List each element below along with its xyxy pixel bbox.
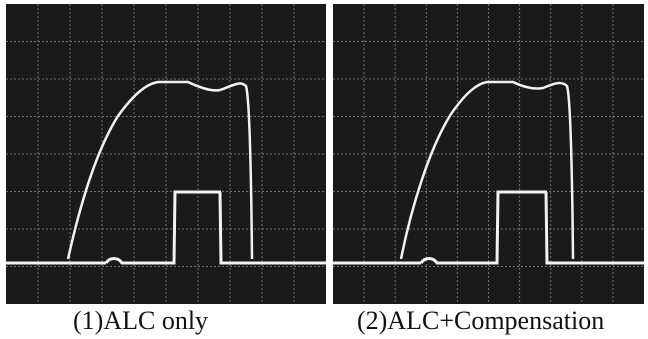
oscilloscope-panel-alc-only — [6, 4, 326, 304]
envelope-trace — [66, 80, 254, 260]
oscilloscope-screen — [6, 4, 326, 304]
graticule-grid — [6, 4, 326, 304]
panel-caption-alc-compensation: (2)ALC+Compensation — [357, 306, 605, 335]
gate-pulse-trace — [333, 190, 644, 265]
oscilloscope-panel-alc-compensation — [333, 4, 644, 304]
oscilloscope-screen — [333, 4, 644, 304]
panel-caption-alc-only: (1)ALC only — [73, 306, 209, 335]
gate-pulse-trace — [6, 190, 326, 265]
envelope-trace — [399, 80, 575, 260]
graticule-grid — [333, 4, 644, 304]
